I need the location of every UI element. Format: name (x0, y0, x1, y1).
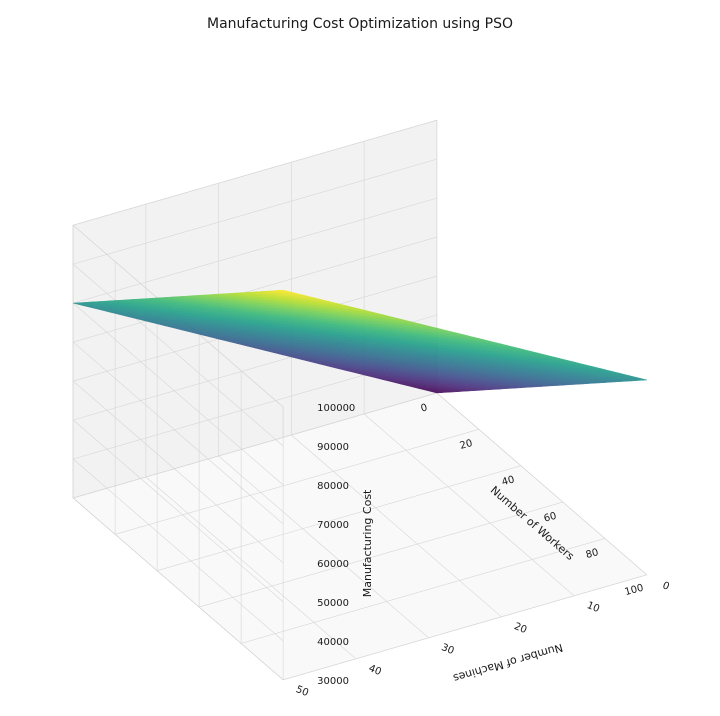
3d-scene: 0204060801000102030405030000400005000060… (73, 120, 671, 699)
z-tick: 50000 (317, 598, 349, 609)
z-tick: 60000 (317, 559, 349, 570)
z-tick: 70000 (317, 520, 349, 531)
z-tick: 90000 (317, 442, 349, 453)
z-tick: 40000 (317, 637, 349, 648)
z-axis-label: Manufacturing Cost (361, 489, 374, 597)
y-tick: 10 (585, 600, 601, 615)
z-tick: 80000 (317, 481, 349, 492)
z-tick: 30000 (317, 676, 349, 687)
y-tick: 30 (440, 642, 456, 657)
x-tick: 100 (624, 583, 645, 599)
y-tick: 0 (661, 580, 671, 593)
y-tick: 20 (512, 621, 528, 636)
z-tick: 100000 (317, 403, 355, 414)
y-tick: 50 (294, 684, 310, 699)
chart-title: Manufacturing Cost Optimization using PS… (207, 16, 513, 32)
y-axis-label: Number of Machines (451, 641, 564, 685)
y-tick: 40 (367, 663, 383, 678)
